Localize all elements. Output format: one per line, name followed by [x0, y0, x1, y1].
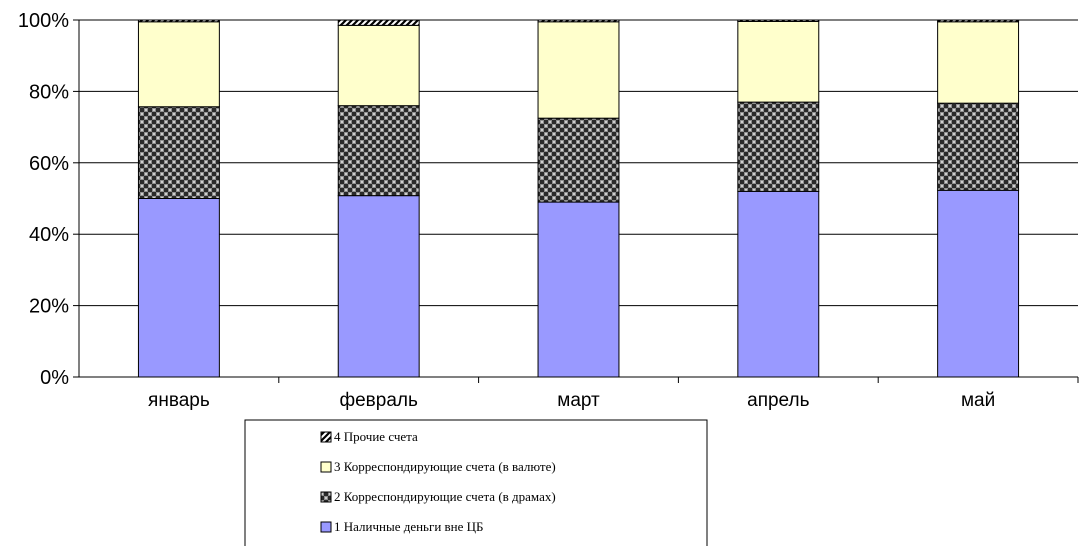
legend-label-s1: 1 Наличные деньги вне ЦБ — [334, 519, 484, 534]
y-tick-label: 0% — [40, 367, 69, 389]
x-tick-label: январь — [148, 390, 210, 411]
y-tick-label: 60% — [29, 153, 69, 175]
bar-segment-s3-c1 — [137, 21, 220, 108]
bar-segment-s2-c4 — [737, 101, 820, 192]
y-tick-label: 40% — [29, 224, 69, 246]
bar-segment-s1-c1 — [137, 198, 220, 378]
legend-swatch-s3 — [320, 461, 332, 473]
bar-segment-s2-c2 — [337, 105, 420, 197]
y-tick-label: 20% — [29, 296, 69, 318]
legend-swatch-s2 — [320, 491, 332, 503]
legend-label-s4: 4 Прочие счета — [334, 429, 418, 444]
bar-segment-s4-c2 — [337, 19, 420, 26]
bar-segment-s3-c4 — [737, 20, 820, 103]
bar-segment-s3-c5 — [937, 21, 1020, 104]
bar-segment-s2-c5 — [937, 102, 1020, 191]
bar-segment-s4-c3 — [537, 19, 620, 23]
y-tick-label: 100% — [18, 10, 69, 32]
x-tick-label: май — [961, 390, 995, 411]
bar-segment-s4-c4 — [737, 19, 820, 22]
legend-swatch-s1 — [320, 521, 332, 533]
bar-segment-s1-c4 — [737, 190, 820, 378]
axes: 0% 20% 40% 60% 80% 100% январь февраль март апрел… — [18, 10, 1079, 411]
bar-segment-s3-c3 — [537, 21, 620, 119]
bar-segment-s4-c1 — [137, 19, 220, 23]
bars — [137, 19, 1020, 378]
x-tick-label: март — [557, 390, 600, 411]
legend-label-s3: 3 Корреспондирующие счета (в валюте) — [334, 459, 556, 474]
bar-segment-s1-c5 — [937, 189, 1020, 378]
legend-label-s2: 2 Корреспондирующие счета (в драмах) — [334, 489, 556, 504]
x-tick-label: апрель — [747, 390, 809, 411]
legend: 4 Прочие счета 3 Корреспондирующие счета … — [244, 419, 708, 546]
x-tick-label: февраль — [339, 390, 418, 411]
bar-segment-s1-c3 — [537, 201, 620, 378]
legend-swatch-s4 — [320, 431, 332, 443]
y-tick-label: 80% — [29, 81, 69, 103]
bar-segment-s4-c5 — [937, 19, 1020, 23]
bar-segment-s2-c3 — [537, 117, 620, 203]
bar-segment-s1-c2 — [337, 195, 420, 378]
bar-segment-s3-c2 — [337, 24, 420, 107]
bar-segment-s2-c1 — [137, 106, 220, 199]
